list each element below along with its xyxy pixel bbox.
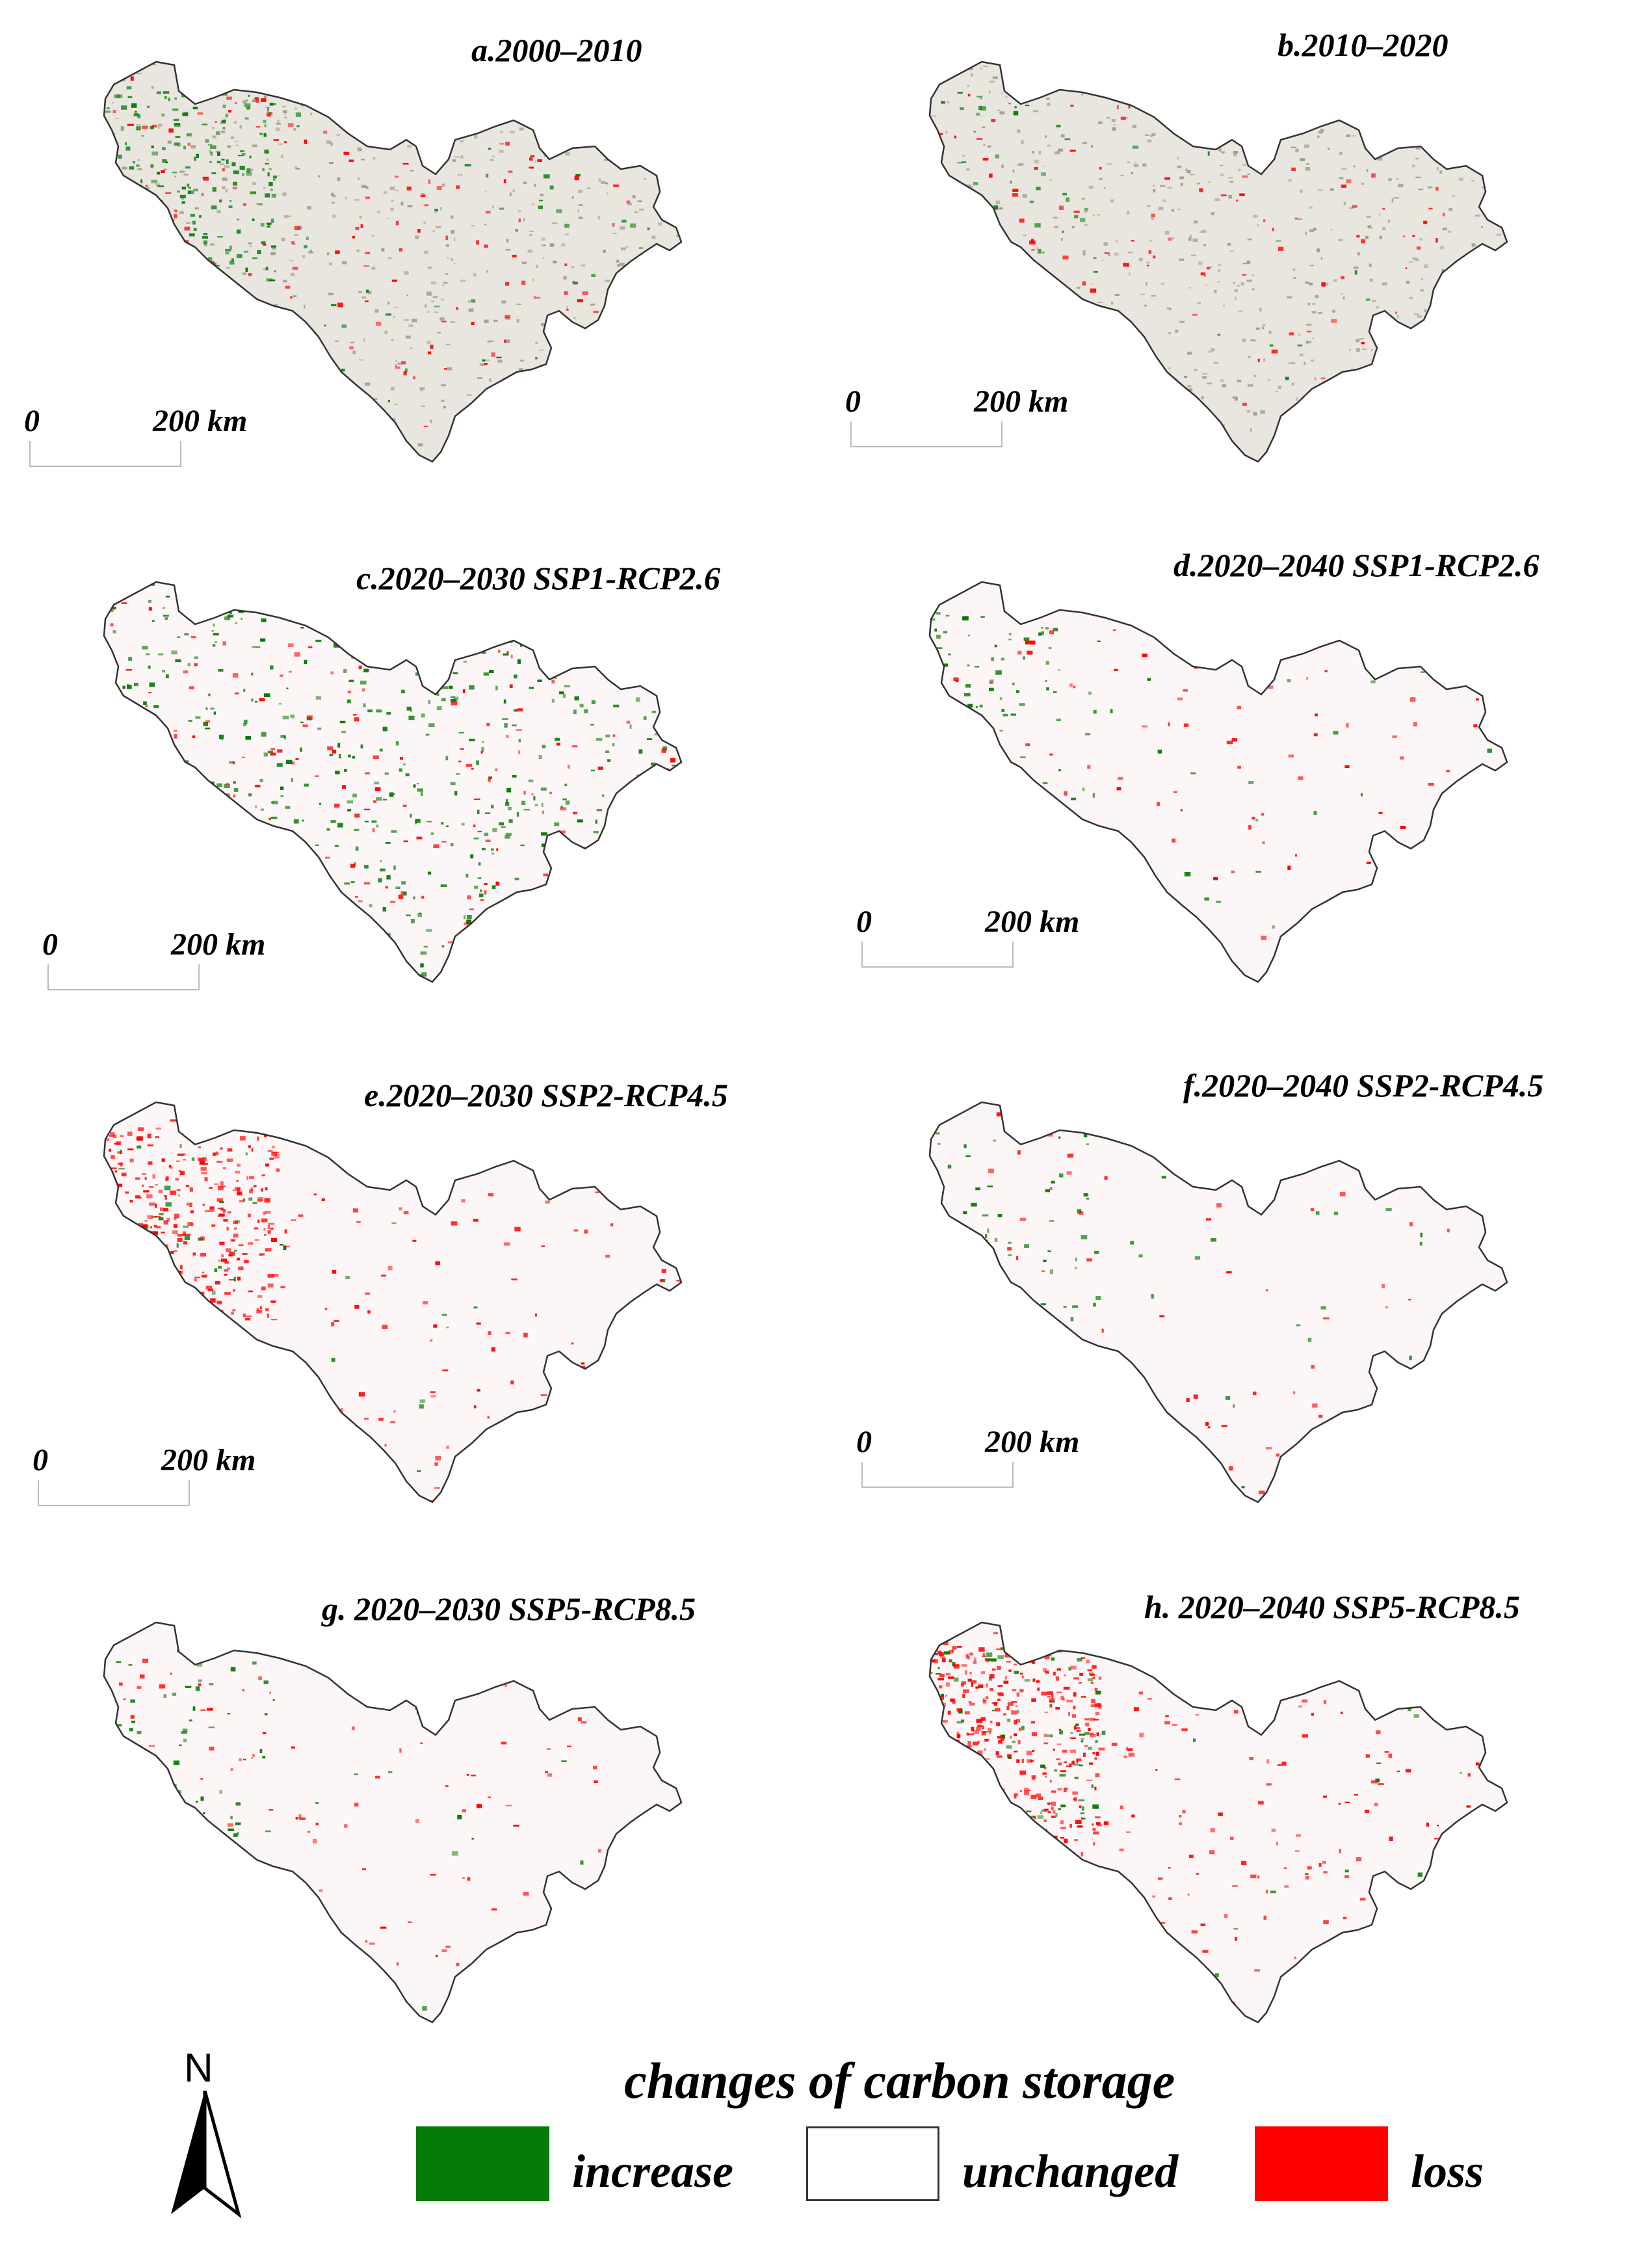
map-e	[103, 1101, 683, 1503]
province-boundary	[103, 1621, 683, 2024]
scale-distance-label: 200 km	[985, 905, 1080, 939]
scale-zero-label: 0	[845, 384, 861, 419]
map-panel-h: h. 2020–2040 SSP5-RCP8.5	[826, 1561, 1651, 2081]
scale-zero-label: 0	[856, 1425, 872, 1459]
province-boundary	[103, 581, 683, 983]
legend-label-unchanged: unchanged	[962, 2145, 1179, 2197]
panel-title-b: b.2010–2020	[1278, 27, 1449, 63]
legend-title: changes of carbon storage	[624, 2052, 1175, 2109]
legend-label-loss: loss	[1411, 2145, 1484, 2197]
scale-zero-label: 0	[24, 404, 40, 438]
legend-swatch-loss	[1255, 2126, 1388, 2201]
panel-title-c: c.2020–2030 SSP1-RCP2.6	[356, 560, 720, 596]
scale-distance-label: 200 km	[985, 1425, 1080, 1459]
map-panel-b: b.2010–2020 0 200 km	[826, 0, 1651, 520]
scale-bar-e: 0 200 km	[33, 1442, 256, 1507]
map-panel-g: g. 2020–2030 SSP5-RCP8.5	[0, 1561, 826, 2081]
legend-swatch-unchanged	[806, 2126, 939, 2201]
province-boundary	[928, 1101, 1508, 1503]
scale-bar-line	[47, 964, 200, 990]
province-area	[930, 1102, 1507, 1502]
map-a	[103, 60, 683, 463]
map-panel-f: f.2020–2040 SSP2-RCP4.5 0 200 km	[826, 1040, 1651, 1561]
scale-distance-label: 200 km	[161, 1443, 256, 1477]
scale-distance-label: 200 km	[171, 927, 266, 962]
panel-title-e: e.2020–2030 SSP2-RCP4.5	[364, 1077, 728, 1113]
province-area	[104, 62, 681, 462]
map-f	[928, 1101, 1508, 1503]
scale-bar-line	[29, 441, 181, 467]
legend-swatch-increase	[416, 2126, 549, 2201]
panel-title-d: d.2020–2040 SSP1-RCP2.6	[1173, 547, 1540, 583]
scale-bar-line	[861, 942, 1014, 968]
panel-title-a: a.2000–2010	[471, 32, 642, 68]
scale-bar-line	[861, 1462, 1014, 1488]
scale-bar-c: 0 200 km	[42, 927, 265, 992]
panel-title-h: h. 2020–2040 SSP5-RCP8.5	[1144, 1589, 1520, 1625]
province-area	[930, 62, 1507, 462]
north-arrow-right-half	[203, 2091, 242, 2219]
scale-zero-label: 0	[42, 927, 58, 962]
map-panel-a: a.2000–2010 0 200 km	[0, 0, 826, 520]
map-panel-c: c.2020–2030 SSP1-RCP2.6 0 200 km	[0, 520, 826, 1040]
north-arrow-icon	[171, 2091, 242, 2219]
north-label: N	[184, 2046, 213, 2091]
scale-zero-label: 0	[856, 905, 872, 939]
panel-title-f: f.2020–2040 SSP2-RCP4.5	[1183, 1067, 1544, 1104]
scale-bar-b: 0 200 km	[845, 384, 1068, 449]
province-boundary	[928, 1621, 1508, 2024]
scale-zero-label: 0	[33, 1443, 48, 1477]
province-area	[930, 582, 1507, 982]
map-panel-d: d.2020–2040 SSP1-RCP2.6 0 200 km	[826, 520, 1651, 1040]
scale-bar-d: 0 200 km	[856, 904, 1079, 969]
map-d	[928, 581, 1508, 983]
scale-bar-f: 0 200 km	[856, 1424, 1079, 1489]
scale-bar-line	[850, 421, 1003, 447]
scale-distance-label: 200 km	[974, 384, 1069, 419]
province-area	[104, 1622, 681, 2022]
province-area	[104, 582, 681, 982]
scale-bar-a: 0 200 km	[24, 403, 247, 468]
north-arrow-left-half	[171, 2091, 205, 2214]
map-panel-e: e.2020–2030 SSP2-RCP4.5 0 200 km	[0, 1040, 826, 1561]
map-g	[103, 1621, 683, 2024]
map-h	[928, 1621, 1508, 2024]
map-c	[103, 581, 683, 983]
map-b	[928, 60, 1508, 463]
province-boundary	[103, 60, 683, 463]
province-boundary	[928, 60, 1508, 463]
province-area	[930, 1622, 1507, 2022]
scale-bar-line	[38, 1480, 190, 1506]
legend-label-increase: increase	[572, 2145, 733, 2197]
province-boundary	[103, 1101, 683, 1503]
province-boundary	[928, 581, 1508, 983]
north-arrow: N	[166, 2045, 244, 2221]
panel-title-g: g. 2020–2030 SSP5-RCP8.5	[322, 1591, 696, 1627]
province-area	[104, 1102, 681, 1502]
scale-distance-label: 200 km	[153, 404, 248, 438]
